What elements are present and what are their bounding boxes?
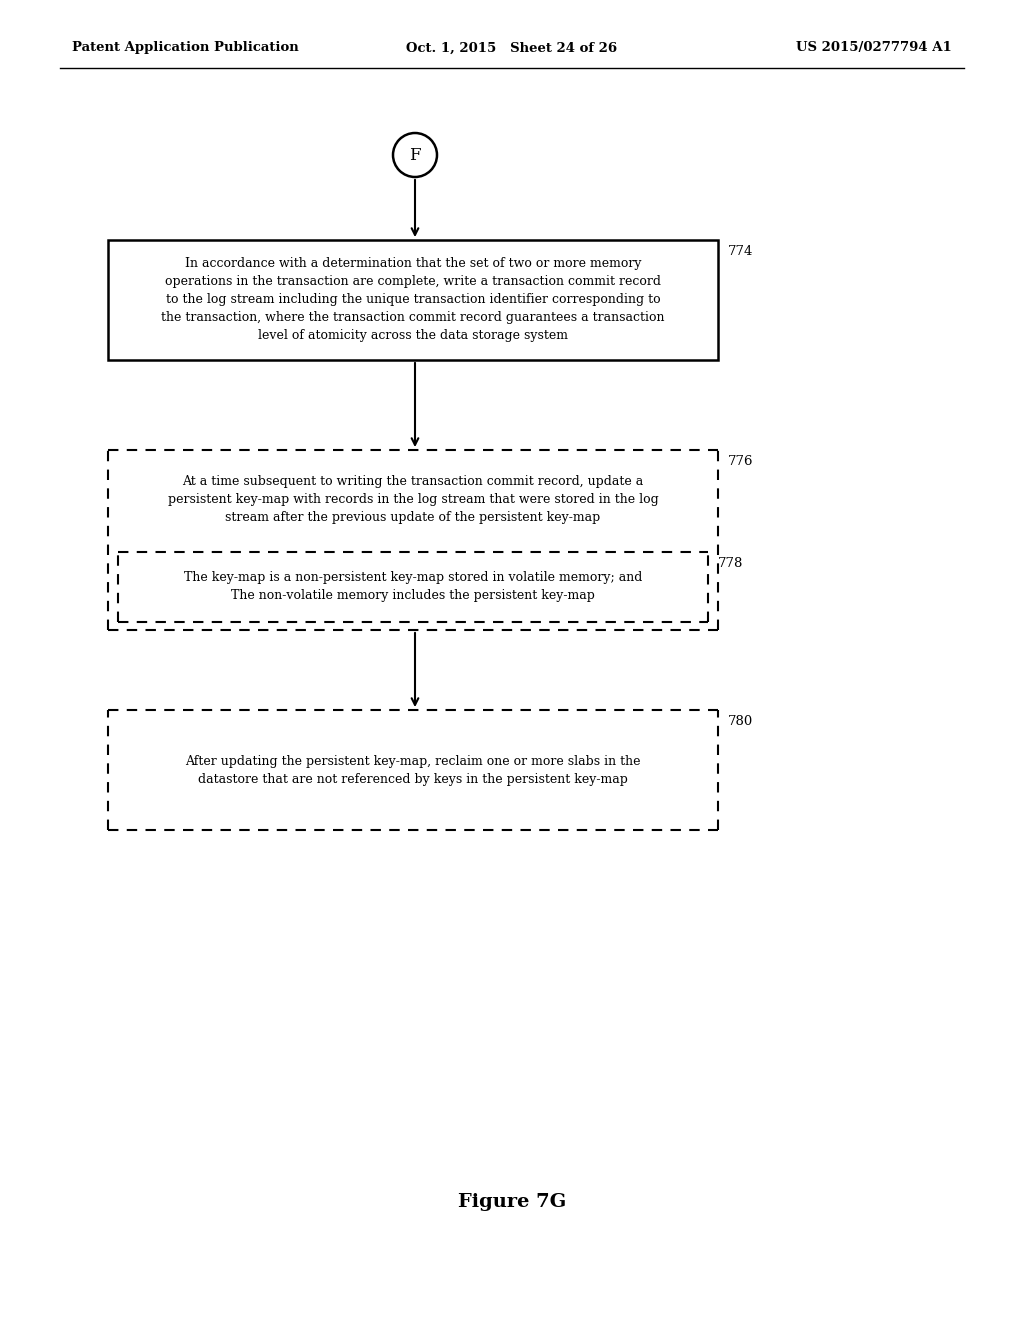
Text: At a time subsequent to writing the transaction commit record, update a
persiste: At a time subsequent to writing the tran… (168, 475, 658, 524)
Text: 778: 778 (718, 557, 743, 570)
Text: F: F (410, 147, 421, 164)
Text: The key-map is a non-persistent key-map stored in volatile memory; and
The non-v: The key-map is a non-persistent key-map … (184, 572, 642, 602)
Text: In accordance with a determination that the set of two or more memory
operations: In accordance with a determination that … (161, 257, 665, 342)
Text: 776: 776 (728, 455, 754, 469)
Text: Patent Application Publication: Patent Application Publication (72, 41, 299, 54)
Text: After updating the persistent key-map, reclaim one or more slabs in the
datastor: After updating the persistent key-map, r… (185, 755, 641, 785)
Text: Oct. 1, 2015   Sheet 24 of 26: Oct. 1, 2015 Sheet 24 of 26 (407, 41, 617, 54)
Text: 780: 780 (728, 715, 754, 729)
Text: US 2015/0277794 A1: US 2015/0277794 A1 (797, 41, 952, 54)
Text: Figure 7G: Figure 7G (458, 1193, 566, 1210)
Bar (108, 240, 718, 360)
Text: 774: 774 (728, 246, 754, 257)
